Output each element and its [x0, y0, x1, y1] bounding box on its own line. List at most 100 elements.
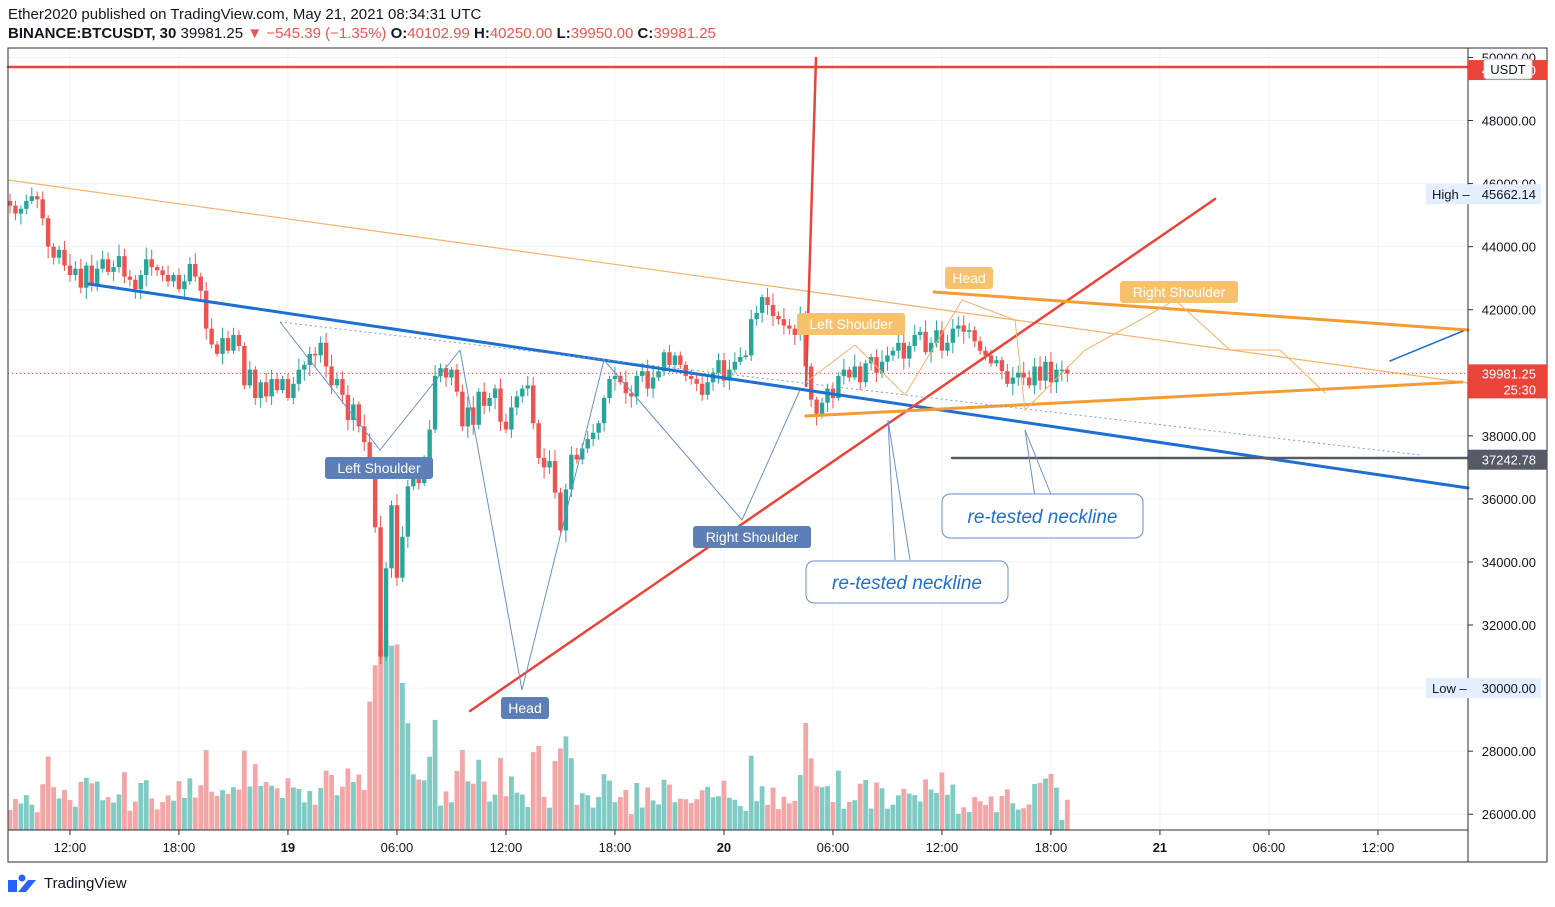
- volume-bar: [961, 807, 967, 830]
- volume-bar: [677, 798, 683, 830]
- volume-bar: [885, 808, 890, 830]
- volume-bar: [547, 807, 552, 830]
- candle-down: [901, 342, 906, 359]
- volume-bar: [421, 780, 427, 830]
- candle-down: [776, 316, 781, 320]
- x-tick-label: 18:00: [599, 840, 632, 855]
- high-tag-value: 45662.14: [1482, 187, 1536, 202]
- volume-bar: [487, 801, 492, 830]
- low-label: L:: [556, 25, 571, 42]
- volume-bar: [312, 804, 318, 830]
- volume-bar: [906, 793, 912, 830]
- candle-down: [536, 423, 541, 458]
- drawing-annotations: Left Shoulder Head Right Shoulder Left Shou…: [6, 56, 1470, 719]
- volume-bar: [623, 790, 629, 830]
- candle-down: [988, 355, 994, 364]
- candle-up: [640, 371, 645, 376]
- volume-bar: [612, 802, 618, 830]
- volume-bar: [705, 786, 710, 830]
- x-tick-label: 06:00: [381, 840, 414, 855]
- candle-up: [100, 259, 105, 269]
- candle-down: [356, 404, 361, 427]
- close-value: 39981.25: [653, 25, 716, 42]
- candle-down: [721, 360, 727, 381]
- volume-bar: [138, 782, 144, 830]
- candle-up: [596, 423, 601, 433]
- volume-bar: [62, 789, 67, 830]
- tradingview-footer[interactable]: TradingView: [8, 874, 127, 892]
- y-tick-label: 42000.00: [1482, 303, 1536, 318]
- candle-down: [340, 379, 345, 395]
- volume-bar: [574, 804, 580, 830]
- candle-up: [819, 402, 825, 414]
- x-tick-label: 19: [281, 840, 295, 855]
- volume-bar: [716, 796, 721, 830]
- volume-bar: [465, 781, 471, 830]
- volume-bar: [470, 783, 476, 830]
- candle-up: [116, 256, 122, 268]
- volume-bar: [754, 801, 760, 830]
- candle-up: [432, 375, 438, 430]
- candle-down: [160, 270, 165, 276]
- x-tick-label: 21: [1153, 840, 1167, 855]
- volume-bar: [367, 701, 373, 830]
- candle-up: [438, 368, 443, 376]
- volume-bar: [400, 682, 405, 830]
- volume-bar: [776, 809, 781, 830]
- volume-bar: [966, 811, 972, 830]
- candle-up: [144, 259, 149, 276]
- volume-bar: [122, 772, 127, 830]
- candle-up: [661, 352, 667, 372]
- candle-up: [841, 369, 847, 376]
- volume-bar: [667, 784, 672, 830]
- candle-up: [231, 334, 236, 351]
- volume-bar: [459, 750, 465, 830]
- hs-pattern-outline: [805, 299, 1326, 412]
- volume-bar: [209, 791, 215, 830]
- volume-bar: [203, 750, 209, 830]
- candle-down: [242, 345, 247, 386]
- candle-up: [73, 268, 78, 276]
- candle-down: [460, 391, 465, 427]
- candle-up: [590, 432, 596, 439]
- candle-up: [1054, 369, 1059, 383]
- volume-bar: [743, 810, 749, 830]
- candle-down: [498, 388, 503, 422]
- candle-up: [449, 369, 454, 378]
- candle-up: [732, 361, 738, 370]
- candle-down: [443, 368, 449, 378]
- candle-down: [629, 393, 634, 397]
- candle-down: [541, 457, 547, 468]
- candle-down: [874, 357, 879, 373]
- axes: 26000.00 28000.00 30000.00 32000.00 34000.00…: [7, 47, 1548, 863]
- label-left-shoulder-blue-box: [325, 457, 433, 479]
- candle-up: [928, 342, 934, 353]
- volume-bar: [45, 756, 51, 830]
- volume-bar: [808, 758, 814, 830]
- candle-up: [351, 404, 356, 421]
- volume-bar: [579, 793, 585, 830]
- volume-bar: [94, 781, 100, 830]
- candle-up: [18, 208, 24, 214]
- candle-up: [269, 379, 274, 397]
- candle-up: [634, 375, 639, 397]
- volume-bar: [252, 764, 258, 830]
- candle-up: [318, 342, 323, 356]
- volume-bar: [923, 779, 928, 830]
- volume-bar: [427, 756, 433, 830]
- candle-up: [487, 398, 492, 406]
- candle-down: [345, 394, 351, 421]
- candle-down: [313, 353, 318, 356]
- volume-bar: [1026, 804, 1032, 830]
- candle-up: [258, 382, 263, 399]
- candle-up: [743, 355, 748, 358]
- candle-up: [994, 360, 999, 364]
- callout-pointer: [1024, 429, 1036, 498]
- candle-up: [705, 382, 710, 395]
- candle-up: [934, 330, 939, 343]
- volume-bar: [89, 783, 95, 830]
- x-tick-label: 20: [717, 840, 731, 855]
- callout-retested-neckline-1-box: [805, 560, 1009, 604]
